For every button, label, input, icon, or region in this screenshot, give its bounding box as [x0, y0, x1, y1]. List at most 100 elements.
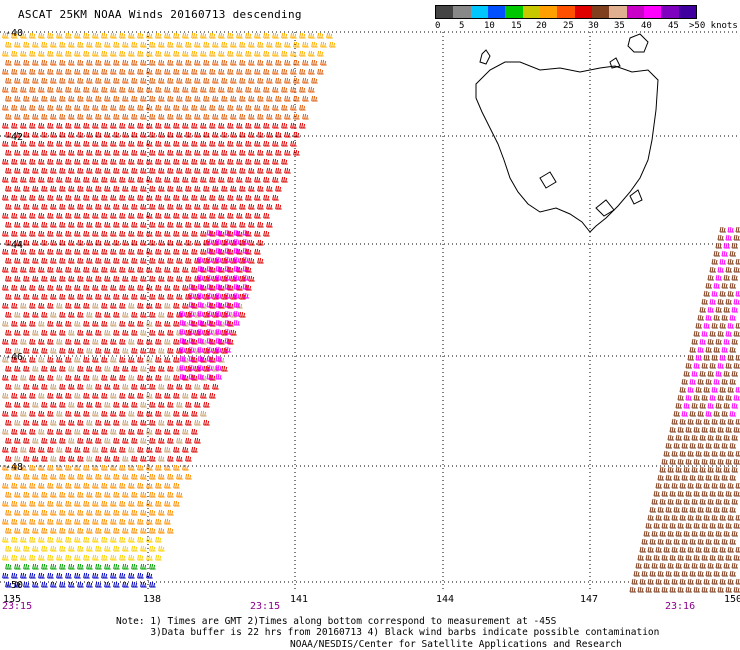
wind-barb [197, 274, 204, 281]
wind-barb [185, 95, 192, 102]
wind-barb [32, 149, 39, 156]
wind-barb [5, 419, 12, 426]
wind-barb [218, 50, 225, 57]
wind-barb [713, 346, 720, 353]
wind-barb [11, 68, 18, 75]
wind-barb [29, 86, 36, 93]
wind-barb [146, 464, 153, 471]
wind-barb [221, 329, 228, 336]
wind-barb [110, 194, 117, 201]
wind-barb [693, 458, 700, 465]
wind-barb [667, 434, 674, 441]
wind-barb [101, 518, 108, 525]
wind-barb [113, 239, 120, 246]
wind-barb [131, 347, 138, 354]
wind-barb [92, 86, 99, 93]
wind-barb [92, 428, 99, 435]
wind-barb [5, 95, 12, 102]
wind-barb [721, 538, 728, 545]
wind-barb [128, 356, 135, 363]
wind-barb [164, 158, 171, 165]
wind-barb [206, 337, 213, 344]
wind-barb [131, 95, 138, 102]
wind-barb [32, 527, 39, 534]
wind-barb [203, 95, 210, 102]
wind-barb [215, 292, 222, 299]
wind-barb [239, 131, 246, 138]
wind-barb [149, 185, 156, 192]
wind-barb [191, 302, 198, 309]
wind-barb [56, 266, 63, 273]
wind-barb [110, 410, 117, 417]
wind-barb [725, 330, 732, 337]
wind-barb [681, 378, 688, 385]
wind-barb [14, 311, 21, 318]
wind-barb [254, 140, 261, 147]
wind-barb [248, 275, 255, 282]
wind-barb [38, 572, 45, 579]
wind-barb [5, 41, 12, 48]
wind-barb [2, 428, 9, 435]
wind-barb [41, 131, 48, 138]
wind-barb [697, 474, 704, 481]
wind-barb [221, 257, 228, 264]
wind-barb [218, 284, 225, 291]
wind-barb [206, 292, 213, 299]
wind-barb [47, 86, 54, 93]
wind-barb [104, 509, 111, 516]
wind-barb [29, 320, 36, 327]
wind-barb [683, 434, 690, 441]
wind-barb [56, 410, 63, 417]
wind-barb [218, 140, 225, 147]
wind-barb [233, 265, 240, 272]
wind-barb [711, 354, 718, 361]
wind-barb [104, 131, 111, 138]
wind-barb [687, 386, 694, 393]
wind-barb [23, 113, 30, 120]
wind-barb [101, 266, 108, 273]
wind-barb [729, 250, 736, 257]
wind-barb [185, 239, 192, 246]
wind-barb [140, 473, 147, 480]
wind-barb [272, 194, 279, 201]
wind-barb [56, 140, 63, 147]
wind-barb [191, 284, 198, 291]
wind-barb [719, 450, 726, 457]
wind-barb [95, 167, 102, 174]
wind-barb [173, 482, 180, 489]
wind-barb [733, 362, 740, 369]
wind-barb [695, 354, 702, 361]
wind-barb [77, 59, 84, 66]
wind-barb [113, 455, 120, 462]
wind-barb [717, 554, 724, 561]
latitude-label: -44 [5, 240, 24, 251]
wind-barb [59, 473, 66, 480]
wind-barb [95, 473, 102, 480]
wind-barb [92, 68, 99, 75]
wind-barb [683, 530, 690, 537]
wind-barb [74, 212, 81, 219]
wind-barb [266, 59, 273, 66]
wind-barb [218, 320, 225, 327]
wind-barb [113, 59, 120, 66]
wind-barb [717, 458, 724, 465]
wind-barb [56, 122, 63, 129]
wind-barb [83, 122, 90, 129]
wind-barb [715, 402, 722, 409]
wind-barb [38, 32, 45, 39]
wind-barb [83, 194, 90, 201]
wind-barb [11, 158, 18, 165]
wind-barb [29, 212, 36, 219]
wind-barb [11, 284, 18, 291]
wind-barb [164, 518, 171, 525]
wind-barb [56, 50, 63, 57]
wind-barb [149, 545, 156, 552]
wind-barb [194, 77, 201, 84]
wind-barb [83, 410, 90, 417]
wind-barb [68, 491, 75, 498]
wind-barb [158, 149, 165, 156]
wind-barb [74, 230, 81, 237]
wind-barb [685, 426, 692, 433]
wind-barb [703, 514, 710, 521]
wind-barb [221, 95, 228, 102]
